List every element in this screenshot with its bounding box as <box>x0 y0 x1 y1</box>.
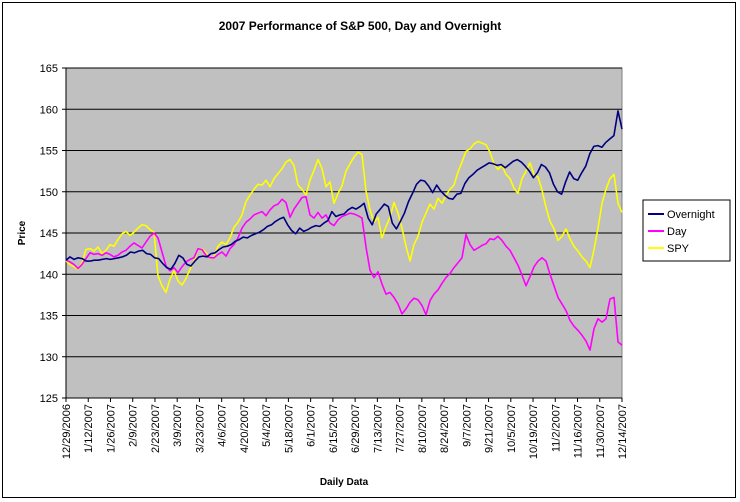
x-tick-label: 9/7/2007 <box>461 404 473 447</box>
y-tick-label: 165 <box>40 63 58 75</box>
x-tick-label: 2/9/2007 <box>128 404 140 447</box>
x-tick-label: 5/4/2007 <box>261 404 273 447</box>
x-tick-label: 7/13/2007 <box>372 404 384 453</box>
x-tick-label: 6/1/2007 <box>306 404 318 447</box>
series-line-spy <box>65 140 623 294</box>
y-tick-label: 135 <box>40 311 58 323</box>
x-tick-label: 10/5/2007 <box>506 404 518 453</box>
series-line-overnight <box>65 110 623 271</box>
x-tick-label: 11/2/2007 <box>550 404 562 452</box>
y-axis-ticks: 125 130 135 140 145 150 155 160 165 <box>40 63 67 405</box>
y-tick-label: 150 <box>40 187 58 199</box>
x-tick-label: 8/10/2007 <box>417 404 429 453</box>
x-tick-label: 3/23/2007 <box>194 404 206 453</box>
legend-label: Overnight <box>667 209 715 221</box>
series-group <box>65 110 623 351</box>
x-tick-label: 4/6/2007 <box>217 404 229 447</box>
x-tick-label: 12/14/2007 <box>617 404 629 459</box>
x-tick-label: 1/12/2007 <box>83 404 95 453</box>
x-tick-label: 9/21/2007 <box>484 404 496 453</box>
legend: Overnight Day SPY <box>642 199 731 262</box>
y-tick-label: 140 <box>40 269 58 281</box>
y-axis-title: Price <box>17 220 28 245</box>
x-axis-ticks: 12/29/2006 1/12/2007 1/26/2007 2/9/2007 2/23… <box>61 397 629 459</box>
y-tick-label: 145 <box>40 228 58 240</box>
x-tick-label: 2/23/2007 <box>150 404 162 453</box>
legend-label: Day <box>667 226 687 238</box>
x-tick-label: 3/9/2007 <box>172 404 184 447</box>
x-tick-label: 11/16/2007 <box>573 404 585 458</box>
x-tick-label: 8/24/2007 <box>439 404 451 453</box>
x-tick-label: 6/29/2007 <box>350 404 362 453</box>
x-tick-label: 12/29/2006 <box>61 404 73 459</box>
x-tick-label: 5/18/2007 <box>283 404 295 453</box>
y-tick-label: 155 <box>40 146 58 158</box>
y-tick-label: 160 <box>40 104 58 116</box>
x-tick-label: 11/30/2007 <box>595 404 607 458</box>
chart-title: 2007 Performance of S&P 500, Day and Ove… <box>219 19 502 33</box>
y-tick-label: 125 <box>40 393 58 405</box>
x-tick-label: 1/26/2007 <box>105 404 117 453</box>
y-tick-label: 130 <box>40 352 58 364</box>
x-axis-title: Daily Data <box>320 477 369 488</box>
x-tick-label: 4/20/2007 <box>239 404 251 453</box>
series-line-day <box>65 195 623 351</box>
x-tick-label: 7/27/2007 <box>395 404 407 453</box>
grid-lines <box>66 67 622 358</box>
legend-label: SPY <box>667 243 690 255</box>
x-tick-label: 6/15/2007 <box>328 404 340 453</box>
x-tick-label: 10/19/2007 <box>528 404 540 459</box>
